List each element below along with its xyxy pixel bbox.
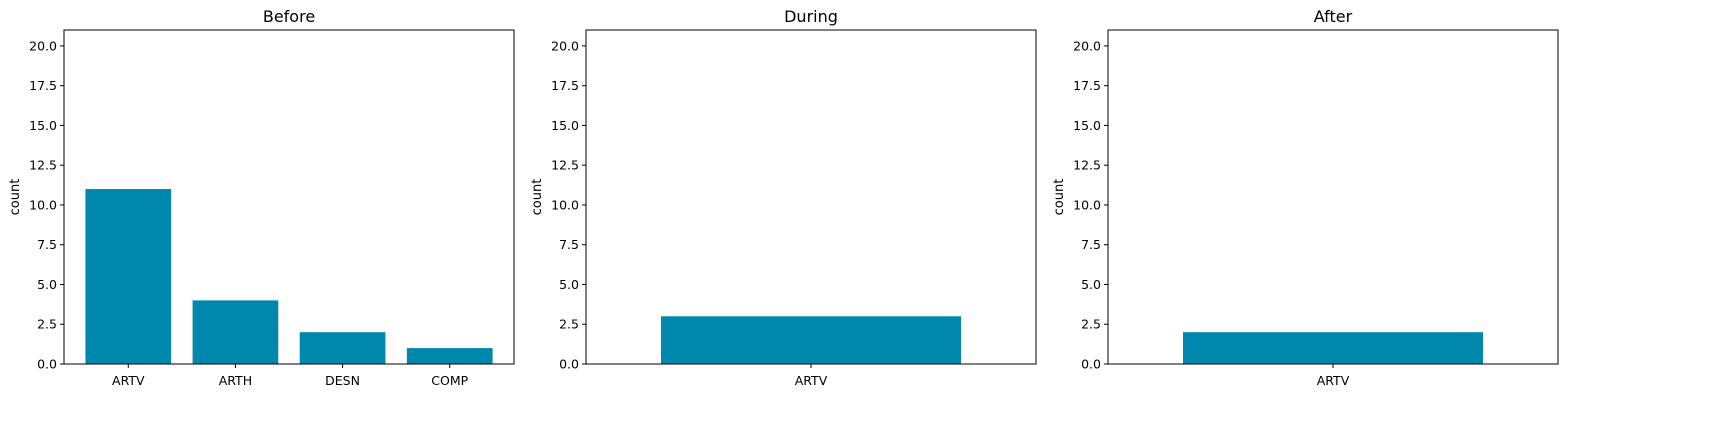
y-tick-label: 5.0 bbox=[559, 277, 579, 292]
y-tick-label: 7.5 bbox=[37, 237, 57, 252]
y-tick-label: 2.5 bbox=[37, 317, 57, 332]
y-tick-label: 20.0 bbox=[551, 38, 579, 53]
y-tick-label: 15.0 bbox=[1073, 118, 1101, 133]
y-tick-label: 17.5 bbox=[1073, 78, 1101, 93]
y-tick-label: 5.0 bbox=[1081, 277, 1101, 292]
y-axis-label: count bbox=[8, 179, 23, 216]
y-tick-label: 12.5 bbox=[29, 158, 57, 173]
y-tick-label: 0.0 bbox=[37, 357, 57, 372]
bar-artv bbox=[1183, 332, 1483, 364]
x-tick-label: ARTV bbox=[795, 373, 828, 388]
y-tick-label: 15.0 bbox=[551, 118, 579, 133]
plot-area: ARTV 0.0 2.5 5.0 7.5 10.0 12.5 15.0 17.5 20.0 bbox=[551, 29, 1037, 388]
y-tick-label: 12.5 bbox=[551, 158, 579, 173]
y-tick-label: 0.0 bbox=[1081, 357, 1101, 372]
bar-desn bbox=[299, 332, 386, 364]
axes-frame bbox=[63, 29, 515, 365]
y-tick-label: 2.5 bbox=[1081, 317, 1101, 332]
y-tick-label: 10.0 bbox=[1073, 197, 1101, 212]
y-tick-label: 20.0 bbox=[1073, 38, 1101, 53]
chart-title: After bbox=[1314, 7, 1353, 26]
chart-panel-before: Before count ARTV ARTH DESN COMP 0.0 2.5 5.0 7.… bbox=[8, 7, 515, 388]
y-tick-label: 12.5 bbox=[1073, 158, 1101, 173]
bar-artv bbox=[661, 316, 961, 364]
x-tick-label: ARTH bbox=[219, 373, 252, 388]
bar-artv bbox=[85, 189, 172, 364]
y-tick-label: 10.0 bbox=[551, 197, 579, 212]
bar-arth bbox=[192, 300, 279, 364]
y-tick-label: 5.0 bbox=[37, 277, 57, 292]
chart-title: During bbox=[784, 7, 838, 26]
y-tick-label: 0.0 bbox=[559, 357, 579, 372]
y-tick-label: 7.5 bbox=[1081, 237, 1101, 252]
y-tick-label: 20.0 bbox=[29, 38, 57, 53]
x-tick-label: ARTV bbox=[1317, 373, 1350, 388]
plot-area: ARTV ARTH DESN COMP 0.0 2.5 5.0 7.5 10.0 12.5 15.0… bbox=[29, 29, 515, 388]
y-axis-label: count bbox=[1052, 179, 1067, 216]
y-tick-label: 7.5 bbox=[559, 237, 579, 252]
chart-title: Before bbox=[263, 7, 315, 26]
y-axis-label: count bbox=[530, 179, 545, 216]
y-tick-label: 2.5 bbox=[559, 317, 579, 332]
axes-frame bbox=[1107, 29, 1559, 365]
y-tick-label: 15.0 bbox=[29, 118, 57, 133]
y-tick-label: 17.5 bbox=[29, 78, 57, 93]
chart-panel-during: During count ARTV 0.0 2.5 5.0 7.5 10.0 12.5 15.… bbox=[530, 7, 1037, 388]
axes-frame bbox=[585, 29, 1037, 365]
y-tick-label: 17.5 bbox=[551, 78, 579, 93]
x-tick-label: DESN bbox=[325, 373, 360, 388]
x-tick-label: COMP bbox=[431, 373, 468, 388]
chart-panel-after: After count ARTV 0.0 2.5 5.0 7.5 10.0 12.5 15.0… bbox=[1052, 7, 1559, 388]
y-tick-label: 10.0 bbox=[29, 197, 57, 212]
bar-comp bbox=[406, 348, 493, 364]
plot-area: ARTV 0.0 2.5 5.0 7.5 10.0 12.5 15.0 17.5 20.0 bbox=[1073, 29, 1559, 388]
x-tick-label: ARTV bbox=[112, 373, 145, 388]
